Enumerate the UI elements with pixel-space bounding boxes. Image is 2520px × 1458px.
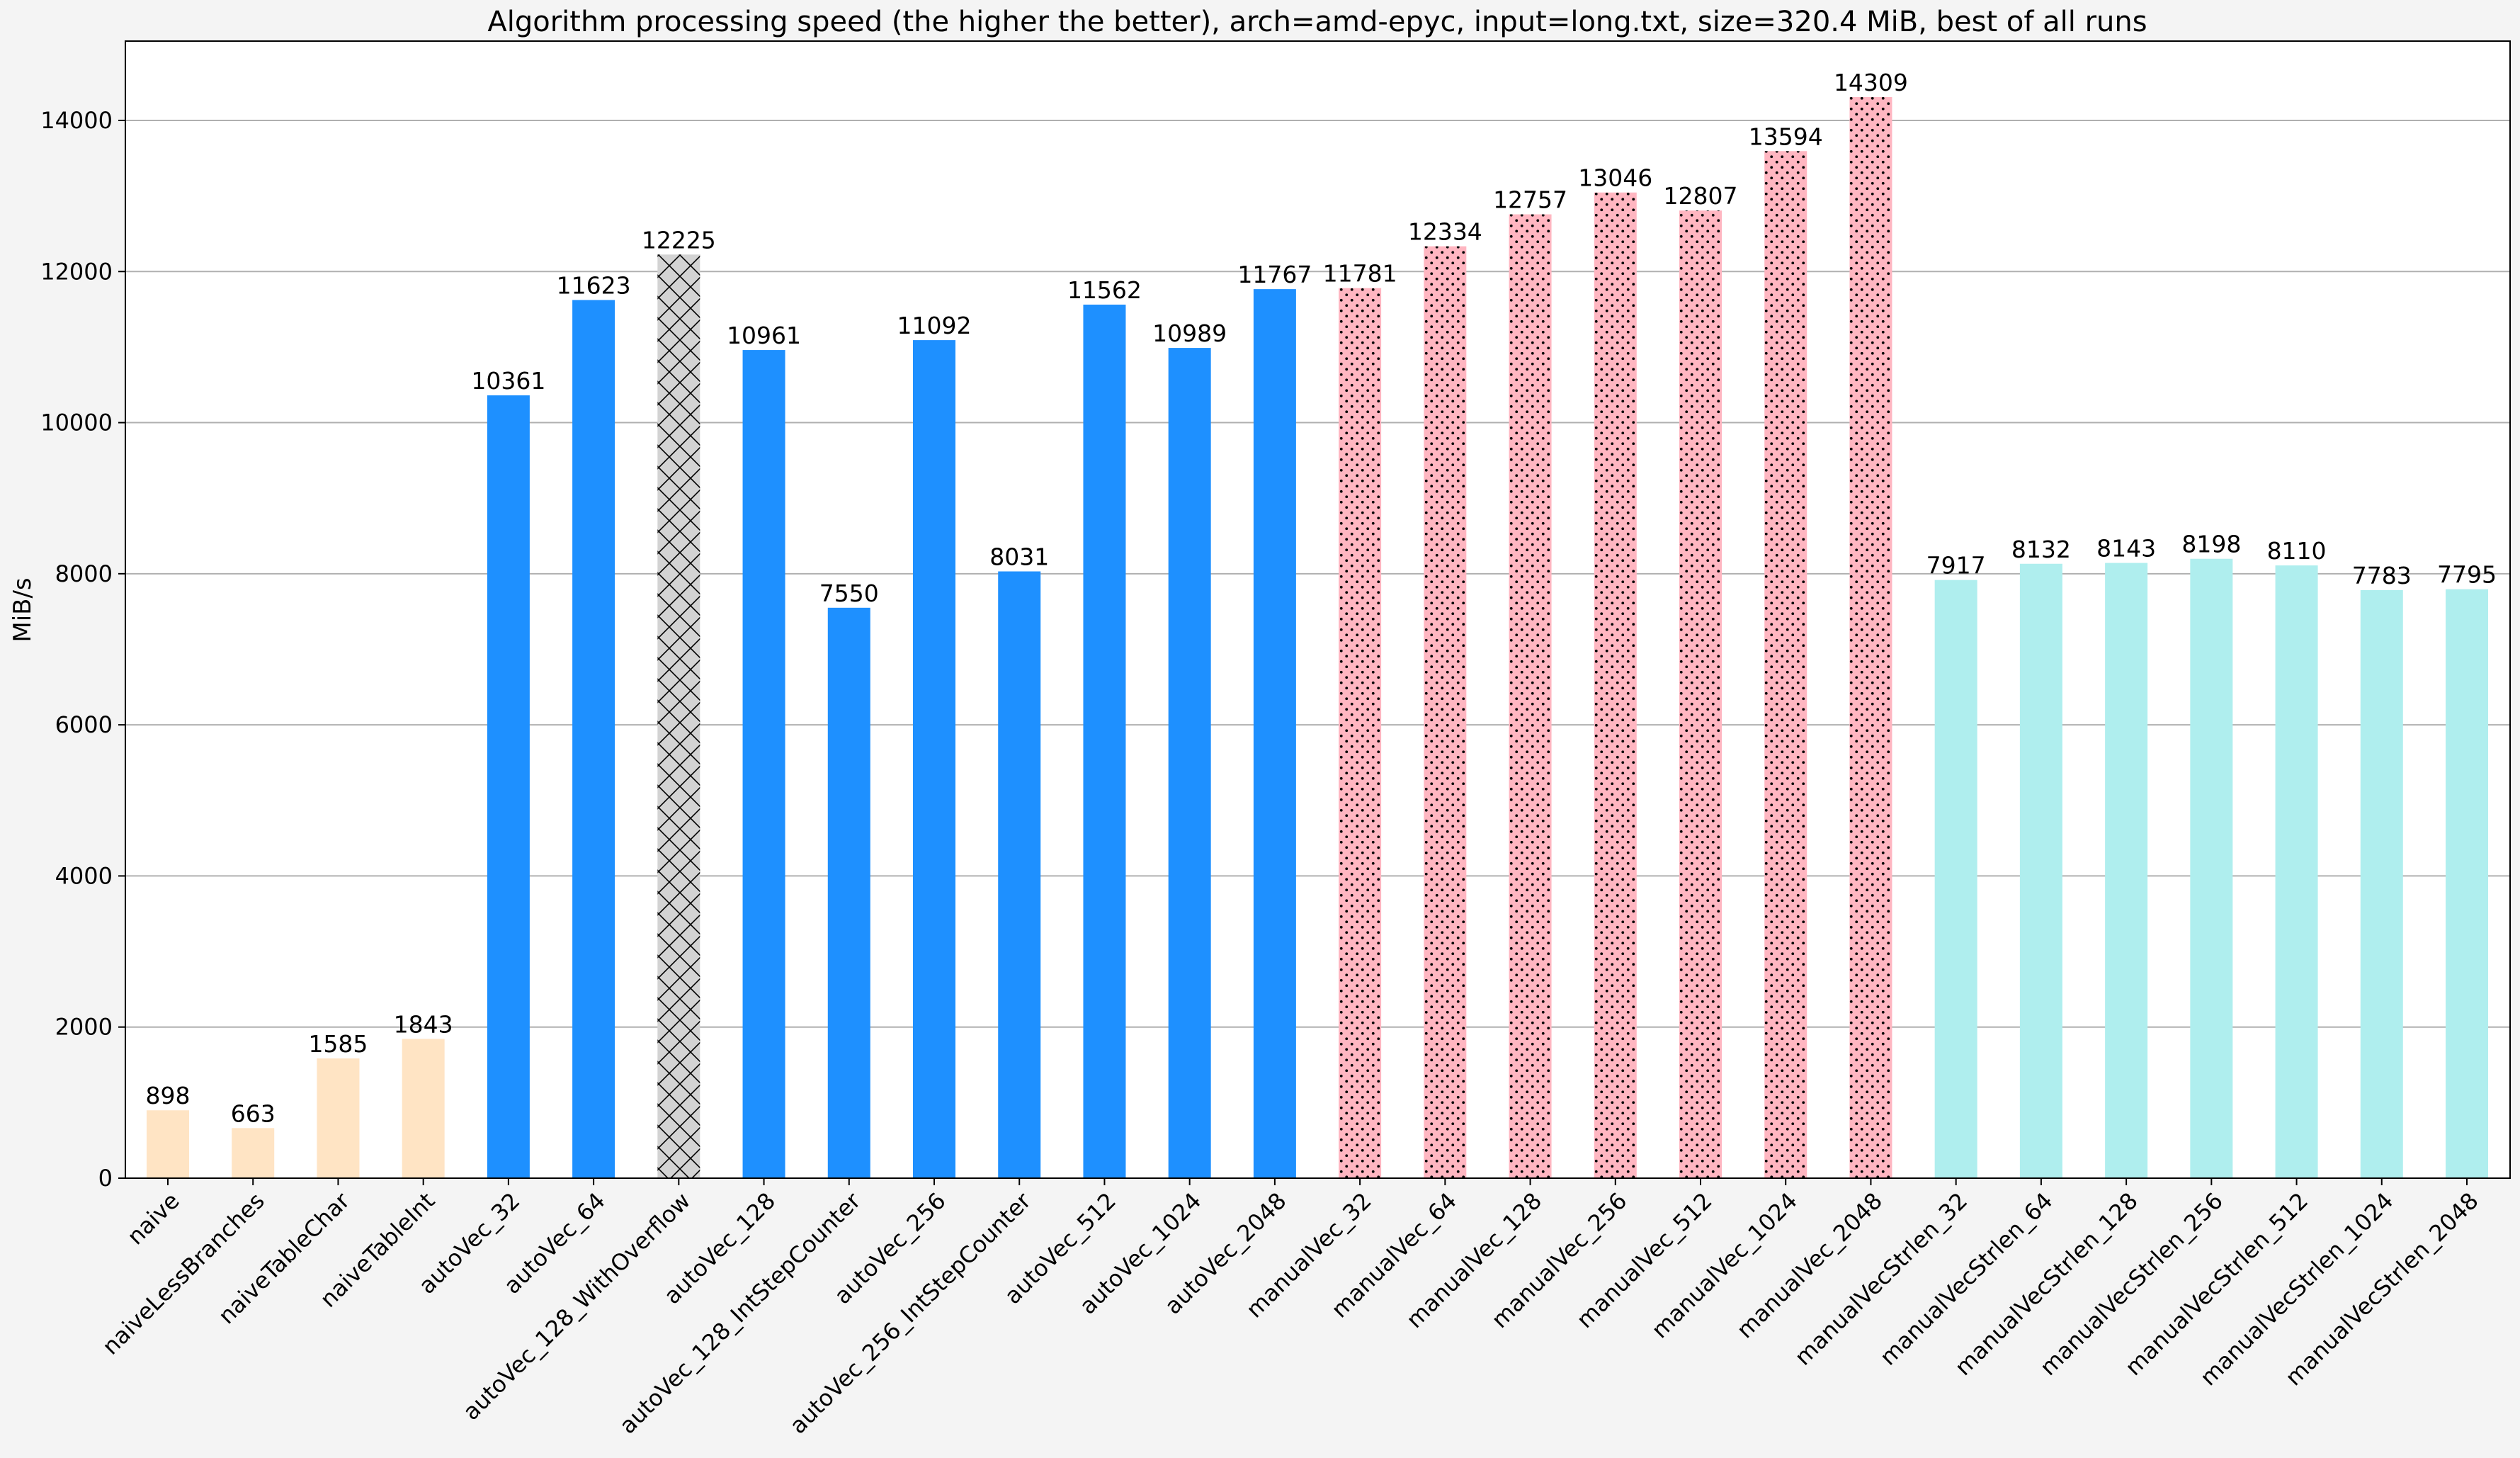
bar-value-label: 11767 — [1237, 261, 1312, 288]
bar — [1083, 304, 1126, 1178]
y-axis: 0 2000 4000 6000 8000 10000 12000 14000 — [40, 107, 125, 1192]
bar-value-label: 1585 — [308, 1030, 368, 1058]
y-tick-label: 10000 — [40, 409, 113, 436]
bar — [2360, 589, 2403, 1178]
bar — [1849, 97, 1892, 1179]
bar-value-label: 12225 — [642, 226, 716, 254]
bar — [1509, 214, 1552, 1178]
y-tick-label: 2000 — [55, 1014, 113, 1041]
bar-value-label: 10361 — [471, 367, 545, 395]
y-tick-label: 14000 — [40, 107, 113, 134]
bar-value-label: 7783 — [2352, 562, 2412, 589]
bar — [2275, 565, 2318, 1178]
bar — [2105, 563, 2148, 1178]
x-tick-label: naiveLessBranches — [97, 1187, 270, 1360]
x-tick-label: manualVecStrlen_32 — [1789, 1187, 1973, 1371]
bar-value-label: 8110 — [2267, 537, 2327, 565]
bar — [402, 1039, 445, 1178]
bar-value-label: 7917 — [1926, 552, 1986, 580]
plot-area — [125, 41, 2510, 1178]
bar — [147, 1110, 189, 1178]
bar-value-label: 11092 — [897, 312, 972, 339]
bar-value-label: 8198 — [2181, 531, 2241, 558]
bar-value-label: 1843 — [394, 1010, 453, 1038]
bar — [1679, 210, 1722, 1179]
value-labels: 898 663 1585 1843 10361 11623 12225 10961 7550 11… — [146, 69, 2497, 1127]
bar-value-label: 898 — [146, 1082, 191, 1109]
bar-value-label: 13046 — [1578, 164, 1652, 192]
bar — [487, 395, 530, 1178]
bar-value-label: 7795 — [2437, 561, 2497, 589]
y-tick-label: 4000 — [55, 862, 113, 889]
bar — [1253, 289, 1296, 1178]
bar — [572, 300, 615, 1179]
bar-value-label: 7550 — [819, 580, 879, 607]
bar-value-label: 8143 — [2096, 535, 2156, 563]
x-axis: naivenaiveLessBranchesnaiveTableCharnaiv… — [97, 1178, 2484, 1439]
bar-value-label: 8031 — [989, 543, 1049, 571]
y-tick-label: 12000 — [40, 258, 113, 285]
bar-value-label: 11623 — [557, 271, 631, 299]
bar — [232, 1128, 275, 1178]
y-tick-label: 0 — [98, 1165, 113, 1192]
bar-value-label: 11562 — [1067, 276, 1142, 304]
bar — [2446, 589, 2488, 1178]
bar-value-label: 8132 — [2011, 536, 2071, 563]
y-axis-label: MiB/s — [8, 577, 37, 642]
bar-value-label: 10989 — [1152, 320, 1227, 347]
bar — [1168, 348, 1211, 1178]
bar — [1339, 288, 1382, 1178]
x-tick-label: manualVec_1024 — [1646, 1187, 1803, 1344]
bar — [1424, 246, 1467, 1179]
plot-frame — [125, 40, 2511, 1179]
bar-value-label: 663 — [231, 1100, 276, 1127]
x-tick-label: manualVecStrlen_64 — [1875, 1187, 2058, 1371]
x-tick-label: manualVec_2048 — [1732, 1187, 1888, 1344]
bar — [827, 607, 870, 1178]
bar — [657, 254, 700, 1178]
bar-value-label: 12334 — [1408, 218, 1482, 246]
bar — [1594, 192, 1637, 1179]
bar — [913, 340, 955, 1178]
bar-value-label: 12757 — [1493, 186, 1567, 214]
bars — [147, 97, 2488, 1179]
bar-value-label: 12807 — [1664, 182, 1738, 210]
bar — [742, 350, 785, 1178]
bar — [1934, 580, 1977, 1178]
bar — [1764, 151, 1807, 1178]
bar — [317, 1058, 360, 1178]
bar — [2190, 558, 2233, 1178]
y-tick-label: 6000 — [55, 711, 113, 738]
bar-value-label: 13594 — [1749, 123, 1823, 150]
bar — [998, 571, 1041, 1178]
bar — [2019, 563, 2062, 1178]
bar-value-label: 11781 — [1323, 260, 1397, 288]
x-tick-label: naive — [122, 1187, 185, 1250]
bar-value-label: 14309 — [1834, 69, 1908, 96]
bar-value-label: 10961 — [727, 322, 801, 349]
y-tick-label: 8000 — [55, 560, 113, 587]
chart-title: Algorithm processing speed (the higher t… — [487, 6, 2147, 38]
